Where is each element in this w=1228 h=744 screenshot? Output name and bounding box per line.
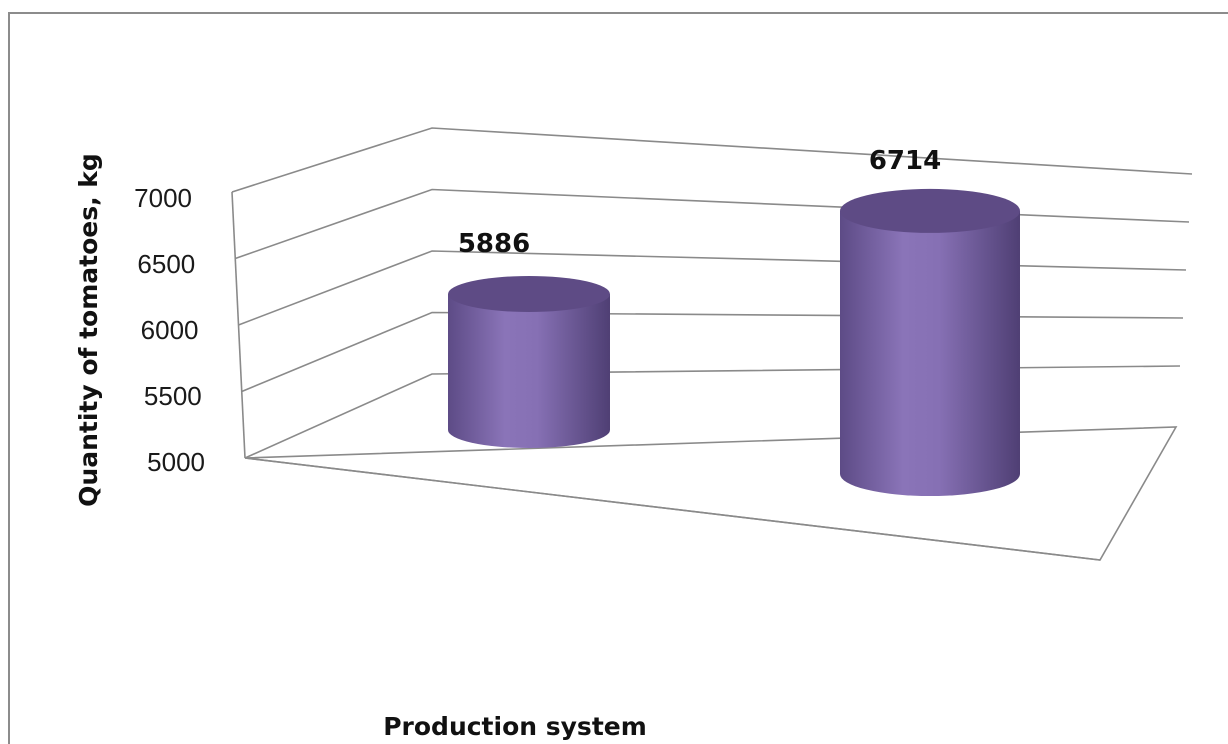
y-axis-title: Quantity of tomatoes, kg <box>74 153 103 507</box>
y-tick-label: 6500 <box>137 249 195 279</box>
data-label: 5886 <box>458 229 530 259</box>
y-tick-label: 5500 <box>144 381 202 411</box>
gridlines <box>231 127 1193 459</box>
gridline <box>231 127 1193 193</box>
y-tick-label: 6000 <box>141 315 199 345</box>
bar <box>840 188 1020 496</box>
chart-floor <box>244 426 1178 561</box>
gridline <box>241 311 1184 393</box>
bars <box>448 188 1020 496</box>
y-axis-line <box>231 191 246 459</box>
x-axis-title: Production system <box>383 712 647 741</box>
bar <box>448 275 610 448</box>
y-tick-label: 7000 <box>134 183 192 213</box>
y-axis-ticks: 5000 5500 6000 6500 7000 <box>134 183 205 477</box>
y-tick-label: 5000 <box>147 447 205 477</box>
gridline <box>244 365 1181 459</box>
gridline <box>234 188 1190 260</box>
bar-body <box>448 293 610 448</box>
data-label: 6714 <box>869 146 941 176</box>
data-labels: 5886 6714 <box>458 146 941 259</box>
bar-top <box>448 275 610 312</box>
bar-top <box>840 188 1020 233</box>
chart-frame <box>8 12 1228 744</box>
bar-body <box>840 210 1020 496</box>
